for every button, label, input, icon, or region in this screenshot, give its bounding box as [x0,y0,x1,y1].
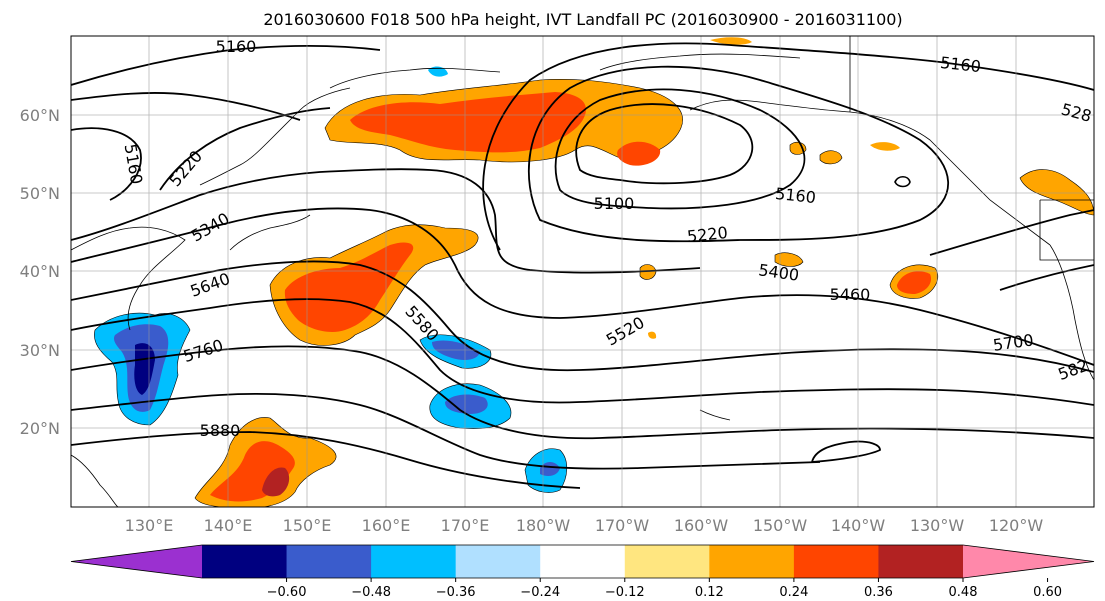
lon-label: 140°E [204,516,253,535]
lon-label: 120°W [989,516,1044,535]
lat-label: 60°N [20,106,60,125]
colorbar-tick-label: 0.36 [864,585,893,600]
colorbar-outline [70,544,1095,579]
shade-east-red [897,271,932,294]
lon-label: 170°E [441,516,490,535]
shade-west-navy [134,343,155,395]
shade-coast-orange [1019,169,1094,216]
colorbar-tick-label: −0.12 [605,585,645,600]
ivt-positive-shading [194,37,1094,507]
lon-label: 150°E [283,516,332,535]
shade-small-6 [870,142,900,151]
contour-label: 5100 [594,194,635,213]
contour-label: 5160 [216,37,257,56]
contour-label: 5160 [939,53,981,76]
lon-label: 130°W [910,516,965,535]
lon-label: 170°W [595,516,650,535]
colorbar-tick-label: −0.36 [436,585,476,600]
lat-label: 40°N [20,262,60,281]
colorbar-segment [540,545,626,578]
map-area: 5160 5160 5160 5220 5340 5640 5760 5880 … [71,36,1094,507]
contour-label: 5220 [686,223,728,246]
shade-small-1 [639,264,657,280]
contour-label: 5460 [830,285,871,304]
gridlines [71,36,1094,507]
shade-small-7 [648,331,657,339]
shade-small-3 [819,150,843,165]
lon-label: 160°W [674,516,729,535]
map-frame [70,35,1095,508]
colorbar-tick-label: −0.60 [267,585,307,600]
colorbar-segment [371,545,457,578]
shade-small-2 [774,252,804,267]
shade-small-blue [428,66,448,77]
contour-label: 5880 [200,421,241,440]
figure-title: 2016030600 F018 500 hPa height, IVT Land… [263,10,902,29]
shade-central-red [284,242,414,332]
shade-tropical-darkred [262,467,290,497]
colorbar-tick-label: 0.24 [779,585,808,600]
lon-label: 160°E [362,516,411,535]
colorbar-segment [286,545,372,578]
colorbar-segment [624,545,710,578]
shade-npac-red2 [617,141,661,166]
colorbar-segment [455,545,541,578]
colorbar: −0.60 −0.48 −0.36 −0.24 −0.12 0.12 0.24 0.36 0.4… [70,544,1095,600]
lon-label: 140°W [831,516,886,535]
colorbar-segment [202,545,288,578]
latitude-labels: 60°N 50°N 40°N 30°N 20°N [20,106,60,438]
colorbar-extend-high [963,545,1094,578]
colorbar-tick-label: 0.12 [695,585,724,600]
colorbar-tick-label: −0.24 [520,585,560,600]
shade-npac-red [350,92,586,153]
colorbar-segment [709,545,795,578]
shade-se-medblue [540,462,560,476]
shade-south-medblue [445,394,488,414]
colorbar-tick-label: −0.48 [351,585,391,600]
colorbar-tick-label: 0.60 [1033,585,1062,600]
colorbar-segment [793,545,879,578]
lat-label: 50°N [20,184,60,203]
longitude-labels: 130°E 140°E 150°E 160°E 170°E 180°W 170°… [125,516,1044,535]
shade-small-5 [710,37,752,45]
lon-label: 180°W [516,516,571,535]
colorbar-extend-low [71,545,202,578]
lat-label: 20°N [20,419,60,438]
lat-label: 30°N [20,341,60,360]
contour-label: 5160 [774,184,816,207]
lon-label: 130°E [125,516,174,535]
lon-label: 150°W [753,516,808,535]
colorbar-segment [878,545,964,578]
colorbar-tick-label: 0.48 [949,585,978,600]
